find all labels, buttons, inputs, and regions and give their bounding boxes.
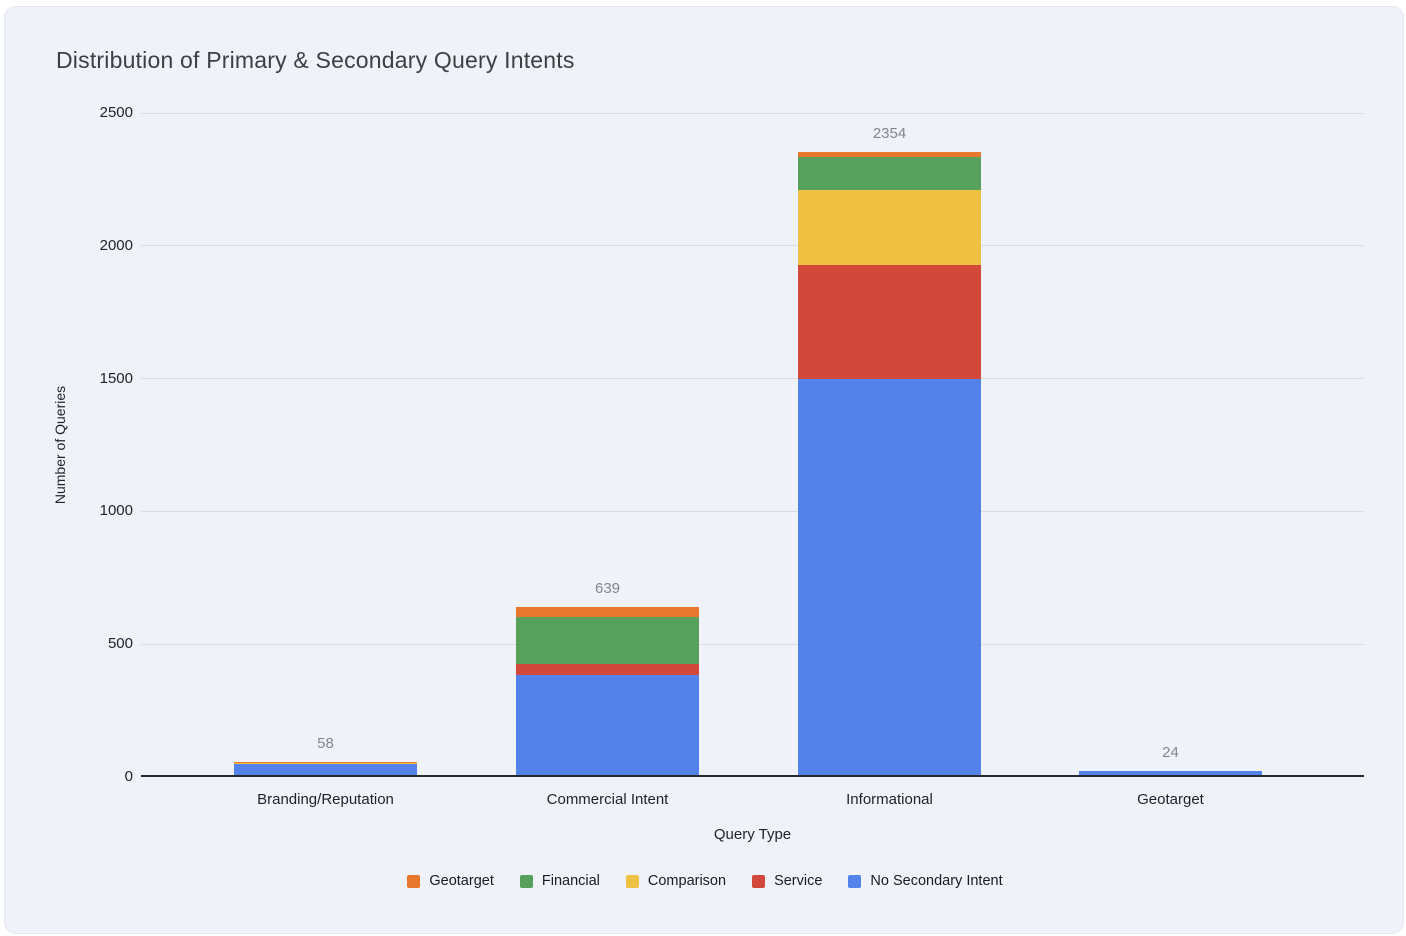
bar-segment-geotarget[interactable] [234,761,417,763]
legend-swatch-icon [752,874,766,888]
bar-segment-service[interactable] [516,664,699,675]
y-axis-title: Number of Queries [52,385,68,505]
chart-card: Distribution of Primary & Secondary Quer… [4,6,1404,934]
x-axis-title: Query Type [713,826,792,843]
bar-group-commercial-intent[interactable] [516,113,699,777]
bar-total-label: 639 [594,580,621,598]
bar-segment-no-secondary-intent[interactable] [1079,770,1262,777]
x-axis-category-label: Informational [846,791,933,808]
y-axis-tick-label: 2000 [99,236,133,254]
x-axis-baseline [141,775,1364,777]
bar-group-branding-reputation[interactable] [234,113,417,777]
legend-swatch-icon [848,874,862,888]
bar-segment-service[interactable] [798,264,981,379]
x-axis-category-label: Commercial Intent [546,791,669,808]
bar-segment-financial[interactable] [798,156,981,191]
legend-item-service[interactable]: Service [752,873,822,889]
bar-segment-geotarget[interactable] [798,151,981,157]
legend-item-geotarget[interactable]: Geotarget [407,873,494,889]
plot-area [141,112,1364,777]
y-axis-tick-label: 500 [107,635,133,653]
legend-swatch-icon [519,874,533,888]
bar-segment-geotarget[interactable] [516,607,699,618]
gridline [141,510,1364,512]
x-axis-category-label: Geotarget [1137,791,1204,808]
bar-total-label: 58 [317,734,334,752]
bar-group-informational[interactable] [798,113,981,777]
legend: Geotarget Financial Comparison Service No Se… [5,873,1403,889]
bar-total-label: 24 [1162,743,1179,761]
bar-segment-no-secondary-intent[interactable] [234,763,417,777]
bar-segment-comparison[interactable] [798,190,981,265]
legend-label: Service [774,873,823,889]
y-axis-tick-label: 2500 [99,104,133,121]
legend-item-comparison[interactable]: Comparison [625,873,727,889]
legend-label: Comparison [647,873,727,889]
bar-segment-no-secondary-intent[interactable] [798,378,981,777]
gridline [141,378,1364,380]
y-axis-tick-label: 0 [124,768,133,785]
legend-swatch-icon [625,874,639,888]
legend-label: Geotarget [429,873,494,889]
chart-title: Distribution of Primary & Secondary Quer… [56,47,575,73]
legend-label: No Secondary Intent [870,873,1003,889]
gridline [141,245,1364,247]
bar-segment-no-secondary-intent[interactable] [516,674,699,777]
y-axis-tick-label: 1000 [99,502,133,520]
bar-segment-financial[interactable] [516,617,699,665]
bar-total-label: 2354 [872,124,907,142]
bar-segment-comparison[interactable] [234,762,417,764]
legend-label: Financial [541,873,600,889]
legend-swatch-icon [407,874,421,888]
gridline [141,112,1364,114]
bar-group-geotarget[interactable] [1079,113,1262,777]
y-axis-tick-label: 1500 [99,369,133,387]
legend-item-financial[interactable]: Financial [519,873,600,889]
x-axis-category-label: Branding/Reputation [257,791,394,808]
gridline [141,643,1364,645]
legend-item-no-secondary-intent[interactable]: No Secondary Intent [848,873,1003,889]
